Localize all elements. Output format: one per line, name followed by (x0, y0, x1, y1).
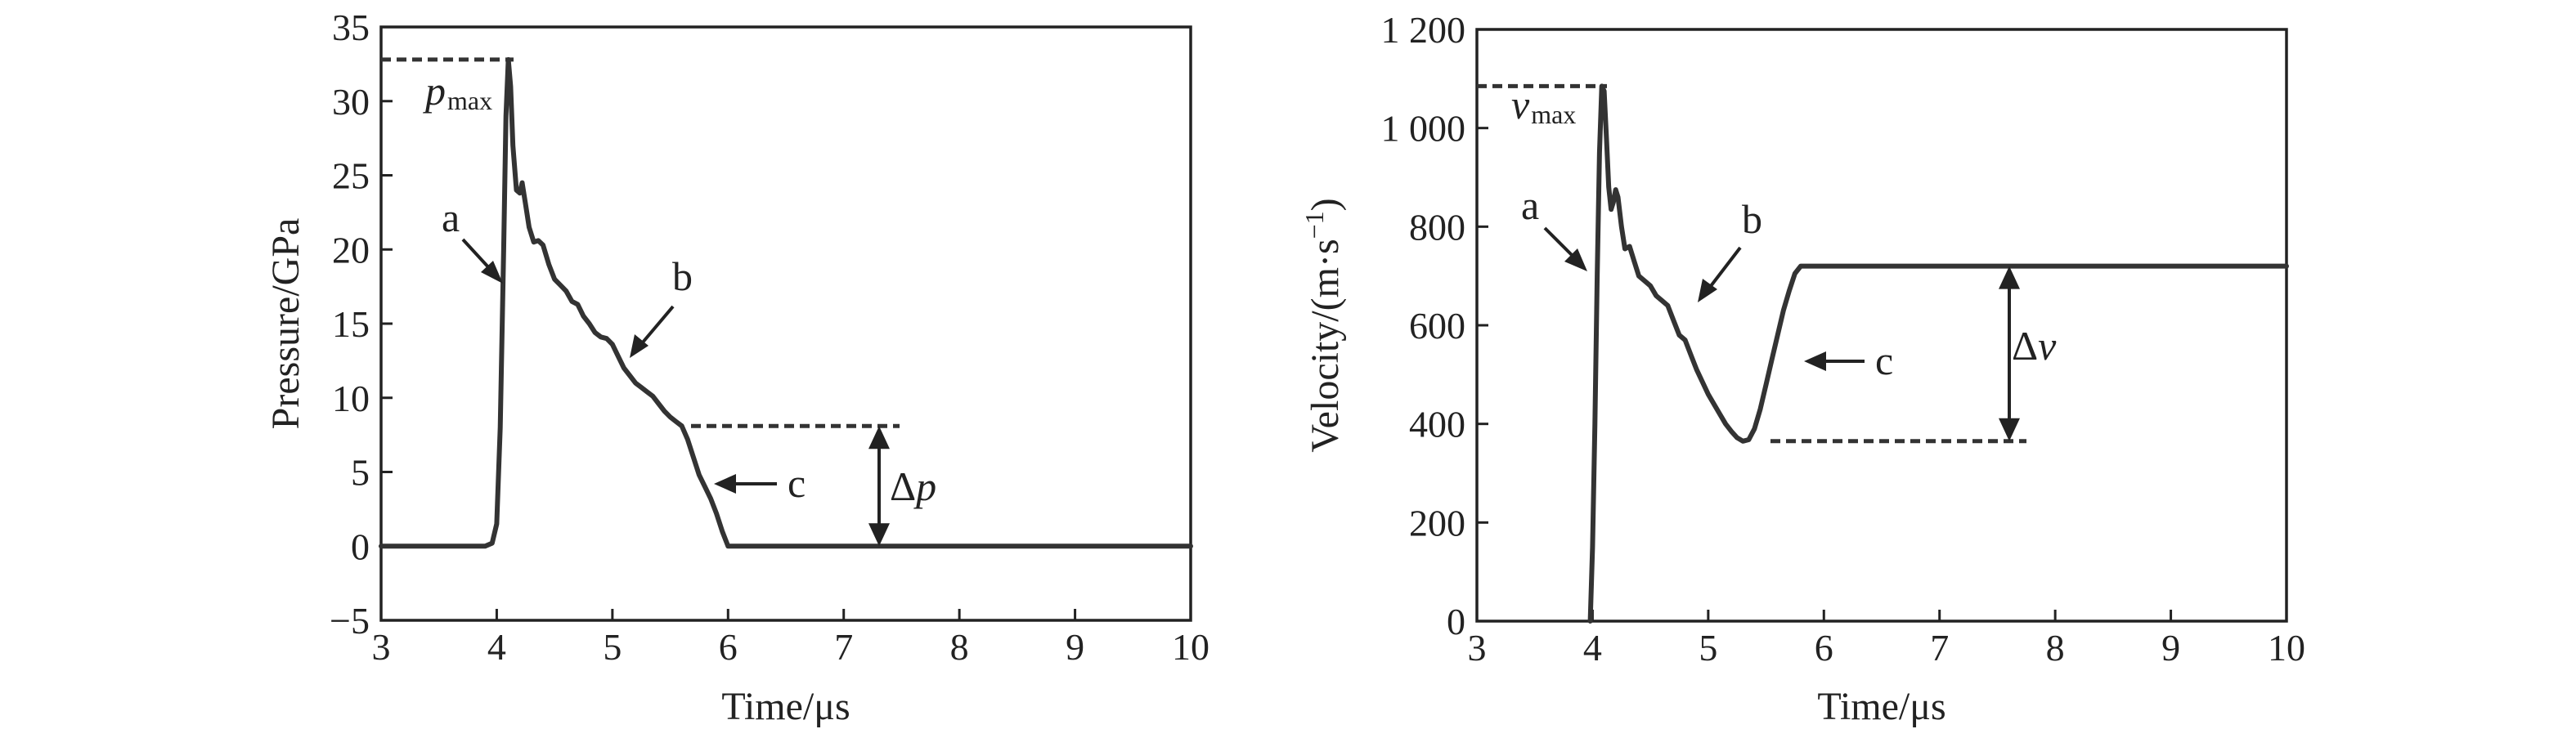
velocity-x-axis-label: Time/μs (1817, 685, 1945, 728)
velocity-x-tick-label: 8 (2046, 627, 2065, 669)
velocity-y-axis-label: Velocity/(m·s−1) (1299, 198, 1347, 452)
velocity-y-tick-labels: 0 200 400 600 800 1 000 1 200 (1381, 9, 1466, 642)
velocity-label-c: c (1875, 338, 1893, 383)
velocity-delta-variable: v (2038, 323, 2057, 369)
pressure-max-subscript: max (447, 86, 492, 115)
pressure-y-axis-label: Pressure/GPa (264, 218, 307, 430)
velocity-x-tick-labels: 3 4 5 6 7 8 9 10 (1468, 627, 2306, 669)
velocity-x-tick-label: 3 (1468, 627, 1487, 669)
pressure-x-tick-label: 7 (834, 626, 853, 668)
pressure-max-label: pmax (423, 68, 492, 115)
velocity-arrow-b-head (1698, 279, 1717, 302)
velocity-arrow-a-head (1564, 248, 1587, 271)
velocity-delta-arrow-head-top (1999, 266, 2020, 289)
pressure-y-tick-label: 20 (332, 229, 370, 271)
velocity-y-tick-label: 600 (1409, 305, 1465, 347)
pressure-y-tick-label: 15 (332, 303, 370, 345)
velocity-y-tick-label: 800 (1409, 206, 1465, 248)
pressure-y-tick-label: 0 (351, 526, 370, 567)
velocity-x-tick-label: 6 (1815, 627, 1833, 669)
pressure-arrow-a-line (461, 238, 492, 271)
pressure-label-a: a (442, 195, 460, 240)
pressure-x-tick-label: 8 (950, 626, 969, 668)
velocity-max-label: vmax (1511, 82, 1576, 129)
velocity-x-tick-label: 5 (1699, 627, 1717, 669)
pressure-y-tick-label: 5 (351, 452, 370, 494)
velocity-delta-label: Δv (2012, 323, 2057, 369)
velocity-y-tick-label: 1 200 (1381, 9, 1466, 51)
pressure-max-symbol: p (423, 68, 446, 114)
velocity-y-axis-label-main: Velocity/(m·s (1304, 239, 1347, 452)
pressure-delta-arrow-head-top (868, 426, 890, 450)
pressure-chart: 3 4 5 6 7 8 9 10 −5 0 5 10 15 20 25 30 35 Time/μs Press… (264, 7, 1209, 728)
velocity-x-tick-label: 10 (2268, 627, 2305, 669)
pressure-x-tick-label: 10 (1172, 626, 1209, 668)
pressure-x-tick-label: 3 (372, 626, 391, 668)
velocity-y-tick-label: 0 (1447, 601, 1465, 642)
pressure-delta-symbol: Δ (890, 463, 916, 509)
pressure-y-tick-label: 10 (332, 378, 370, 419)
pressure-arrow-c-head (714, 474, 736, 494)
velocity-y-tick-label: 1 000 (1381, 108, 1466, 150)
pressure-y-tick-label: 35 (332, 7, 370, 48)
pressure-x-tick-labels: 3 4 5 6 7 8 9 10 (372, 626, 1210, 668)
velocity-arrow-a-line (1543, 226, 1576, 259)
velocity-y-tick-label: 200 (1409, 502, 1465, 543)
pressure-y-tick-label: 25 (332, 155, 370, 197)
velocity-delta-symbol: Δ (2012, 323, 2038, 369)
pressure-y-tick-labels: −5 0 5 10 15 20 25 30 35 (330, 7, 370, 642)
pressure-x-tick-label: 5 (603, 626, 622, 668)
pressure-label-b: b (672, 253, 693, 299)
velocity-delta-arrow-head-bottom (1999, 418, 2020, 441)
velocity-label-a: a (1521, 182, 1539, 228)
pressure-y-tick-label: 30 (332, 81, 370, 123)
pressure-delta-variable: p (913, 463, 936, 509)
pressure-delta-label: Δp (890, 463, 936, 509)
pressure-delta-arrow-head-bottom (868, 523, 890, 547)
pressure-x-axis-label: Time/μs (721, 685, 850, 728)
pressure-arrow-b-line (640, 305, 675, 345)
pressure-series-line (379, 56, 1193, 549)
pressure-x-tick-label: 6 (719, 626, 738, 668)
velocity-label-b: b (1742, 196, 1762, 242)
velocity-x-tick-label: 4 (1583, 627, 1602, 669)
velocity-max-subscript: max (1531, 100, 1576, 129)
velocity-chart: 3 4 5 6 7 8 9 10 0 200 400 600 800 1 000 1 200 Time/μ… (1299, 9, 2305, 728)
pressure-x-tick-label: 9 (1066, 626, 1084, 668)
pressure-x-tick-label: 4 (487, 626, 506, 668)
velocity-arrow-b-line (1709, 246, 1742, 288)
velocity-max-symbol: v (1511, 82, 1530, 127)
pressure-label-c: c (788, 460, 806, 506)
velocity-arrow-c-head (1804, 351, 1826, 371)
pressure-y-tick-label: −5 (330, 600, 370, 642)
velocity-x-tick-label: 9 (2161, 627, 2180, 669)
velocity-y-axis-label-close: ) (1304, 198, 1347, 211)
pressure-arrow-b-head (630, 334, 648, 358)
velocity-y-tick-label: 400 (1409, 404, 1465, 445)
velocity-y-axis-label-exponent: −1 (1299, 211, 1329, 239)
pressure-arrow-a-head (481, 261, 503, 284)
velocity-series-line (1587, 83, 2289, 624)
velocity-x-tick-label: 7 (1930, 627, 1949, 669)
